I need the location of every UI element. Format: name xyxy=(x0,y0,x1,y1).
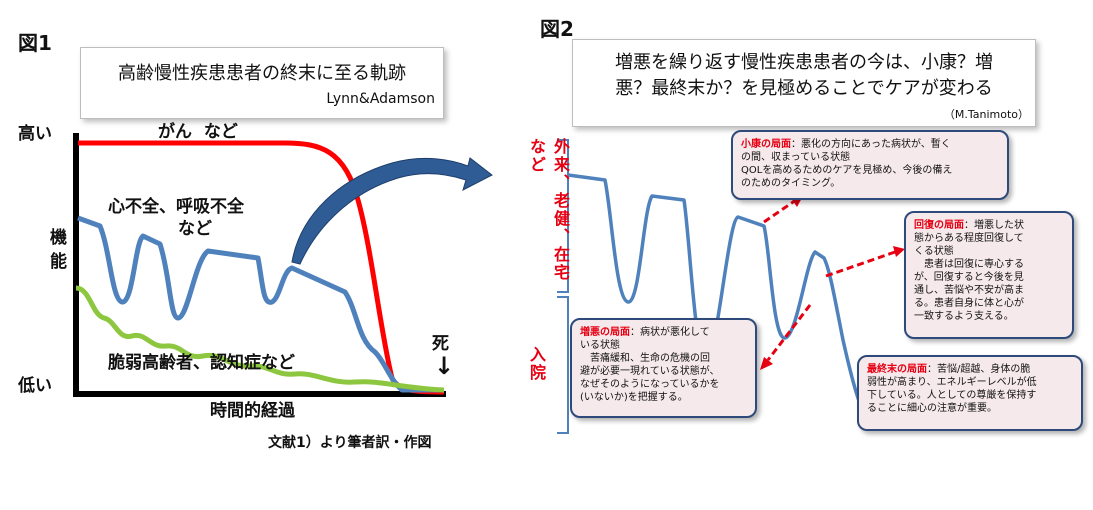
outpatient-bracket xyxy=(557,139,569,293)
death-label: 死 xyxy=(432,334,449,354)
figure-2-title-line-1: 増悪を繰り返す慢性疾患患者の今は、小康？増 xyxy=(615,52,993,73)
inpatient-setting-label: 入院 xyxy=(527,346,546,382)
recovery-pointer-line xyxy=(825,250,896,278)
terminal-line: 弱性が高まり、エネルギーレベルが低 xyxy=(867,377,1037,388)
recovery-pointer-head xyxy=(893,246,905,257)
exacerbation-phase-head: 増悪の局面 xyxy=(580,327,630,338)
recovery-line: ：増悪した状 xyxy=(964,220,1024,231)
transition-arrow-shape xyxy=(291,157,493,265)
organ-failure-series-label: 心不全、呼吸不全 xyxy=(108,197,244,217)
terminal-line: ：苦悩/超越、身体の脆 xyxy=(927,364,1031,375)
exacerbation-line: (いないか)を把握する。 xyxy=(580,392,688,403)
exacerbation-line: いる状態 xyxy=(580,340,620,351)
remission-line: のためのタイミング。 xyxy=(741,178,841,189)
recovery-phase-callout: 回復の局面：増悪した状 態からある程度回復して くる状態 患者は回復に専心する … xyxy=(904,211,1074,339)
remission-phase-callout: 小康の局面：悪化の方向にあった病状が、暫く の間、収まっている状態 QOLを高め… xyxy=(731,130,1009,200)
y-high-label: 高い xyxy=(18,124,52,144)
y-axis-label: 機 能 xyxy=(50,228,67,272)
terminal-phase-head: 最終末の局面 xyxy=(867,364,927,375)
frailty-series-label: 脆弱高齢者、認知症など xyxy=(108,353,295,373)
recovery-line: 患者は回復に専心する xyxy=(914,259,1024,270)
chronic-disease-trajectory-line xyxy=(567,173,870,422)
exacerbation-pointer-head xyxy=(760,357,773,370)
figure-1-label: 図1 xyxy=(18,31,52,55)
recovery-line: 通し、苦悩や不安が高ま xyxy=(914,285,1024,296)
recovery-line: が、回復すると今後を見 xyxy=(914,272,1024,283)
exacerbation-line: 避が必要一現れている状態が、 xyxy=(580,366,720,377)
figure-1-title-box: 高齢慢性疾患患者の終末に至る軌跡 Lynn&Adamson xyxy=(80,47,444,119)
recovery-line: 一致するよう支える。 xyxy=(914,311,1014,322)
y-low-label: 低い xyxy=(18,376,52,396)
death-arrow-icon: ↓ xyxy=(434,352,455,380)
exacerbation-line: ：病状が悪化して xyxy=(630,327,710,338)
figure-2-title-line-2: 悪？最終末か？を見極めることでケアが変わる xyxy=(615,78,993,99)
figure-2-title-box: 増悪を繰り返す慢性疾患患者の今は、小康？増 悪？最終末か？を見極めることでケアが… xyxy=(572,39,1036,127)
figure-1-source: 文献1）より筆者訳・作図 xyxy=(268,435,432,451)
exacerbation-line: 苦痛緩和、生命の危機の回 xyxy=(580,353,710,364)
frailty-trajectory-line xyxy=(75,285,445,393)
terminal-line: ることに細心の注意が重要。 xyxy=(867,403,997,414)
remission-line: ：悪化の方向にあった病状が、暫く xyxy=(791,139,951,150)
organ-failure-series-label-2: など xyxy=(178,219,212,239)
figure-1-author: Lynn&Adamson xyxy=(326,91,435,107)
exacerbation-line: なぜそのようになっているかを xyxy=(580,379,720,390)
recovery-phase-head: 回復の局面 xyxy=(914,220,964,231)
figure-1-title: 高齢慢性疾患患者の終末に至る軌跡 xyxy=(118,63,406,84)
recovery-line: る。患者自身に体と心が xyxy=(914,298,1024,309)
remission-line: QOLを高めるためのケアを見極め、今後の備え xyxy=(741,165,953,176)
terminal-line: 下している。人としての尊厳を保持す xyxy=(867,390,1037,401)
exacerbation-pointer-line xyxy=(766,304,812,361)
figure-2-author: （M.Tanimoto） xyxy=(943,108,1029,121)
recovery-line: くる状態 xyxy=(914,246,954,257)
cancer-series-label: がん など xyxy=(158,122,238,142)
remission-phase-head: 小康の局面 xyxy=(741,139,791,150)
exacerbation-phase-callout: 増悪の局面：病状が悪化して いる状態 苦痛緩和、生命の危機の回 避が必要一現れて… xyxy=(570,318,757,418)
terminal-phase-callout: 最終末の局面：苦悩/超越、身体の脆 弱性が高まり、エネルギーレベルが低 下してい… xyxy=(857,355,1083,431)
x-axis-label: 時間的経過 xyxy=(210,401,295,421)
organ-failure-trajectory-line xyxy=(77,215,444,393)
remission-line: の間、収まっている状態 xyxy=(741,152,851,163)
remission-pointer-line xyxy=(763,198,797,224)
outpatient-setting-label: 外来、老健、在宅など xyxy=(527,138,570,282)
recovery-line: 態からある程度回復して xyxy=(914,233,1024,244)
inpatient-bracket xyxy=(557,296,569,434)
figure-2-label: 図2 xyxy=(540,17,574,41)
